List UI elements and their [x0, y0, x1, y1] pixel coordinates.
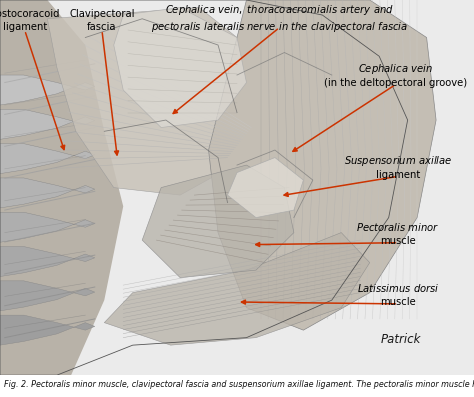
Text: Clavipectoral
fascia: Clavipectoral fascia — [69, 10, 135, 32]
Polygon shape — [209, 0, 436, 330]
Polygon shape — [0, 247, 95, 277]
Polygon shape — [0, 144, 95, 173]
Polygon shape — [0, 315, 95, 345]
Polygon shape — [228, 158, 303, 218]
Text: Fig. 2. Pectoralis minor muscle, clavipectoral fascia and suspensorium axillae l: Fig. 2. Pectoralis minor muscle, clavipe… — [4, 380, 474, 389]
Polygon shape — [47, 8, 256, 195]
Text: $\it{Latissimus}$ $\it{dorsi}$
muscle: $\it{Latissimus}$ $\it{dorsi}$ muscle — [357, 282, 439, 307]
Polygon shape — [104, 233, 370, 345]
Text: Costocoracoid
ligament: Costocoracoid ligament — [0, 10, 60, 32]
Polygon shape — [0, 178, 95, 208]
Text: $\it{Cephalica}$ $\it{vein,}$ $\it{thoracoacromialis}$ $\it{artery}$ $\it{and}$
: $\it{Cephalica}$ $\it{vein,}$ $\it{thora… — [151, 2, 408, 33]
Polygon shape — [0, 75, 95, 105]
Polygon shape — [142, 165, 294, 278]
Polygon shape — [0, 109, 95, 139]
Text: Patrick: Patrick — [380, 333, 421, 346]
Text: $\it{Suspensorium}$ $\it{axillae}$
ligament: $\it{Suspensorium}$ $\it{axillae}$ ligam… — [344, 154, 452, 180]
Polygon shape — [114, 8, 246, 127]
Polygon shape — [0, 281, 95, 311]
Polygon shape — [0, 212, 95, 242]
Polygon shape — [0, 0, 123, 375]
Text: $\it{Cephalica}$ $\it{vein}$
(in the deltopectoral groove): $\it{Cephalica}$ $\it{vein}$ (in the del… — [324, 62, 467, 88]
Text: $\it{Pectoralis}$ $\it{minor}$
muscle: $\it{Pectoralis}$ $\it{minor}$ muscle — [356, 221, 440, 246]
